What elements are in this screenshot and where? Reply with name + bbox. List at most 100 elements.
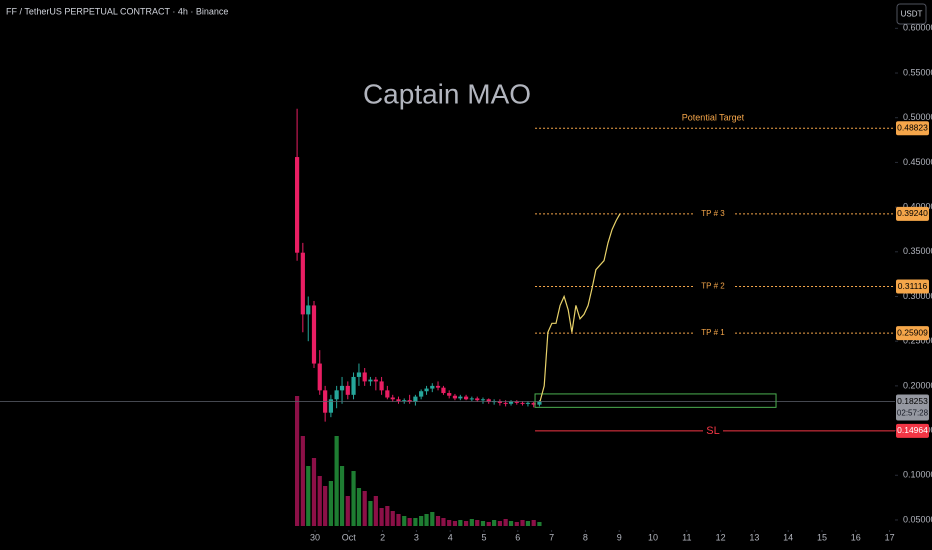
x-tick-label: 16 (851, 532, 861, 542)
volume-bar (317, 476, 322, 526)
volume-bar (492, 520, 497, 526)
volume-bar (447, 520, 452, 526)
level-label: TP # 1 (701, 328, 725, 337)
volume-bar (413, 518, 418, 526)
candle-body (452, 395, 458, 399)
candle-body (368, 379, 373, 382)
volume-bar (503, 519, 508, 526)
level-label-bg (693, 280, 733, 293)
candle-body (356, 372, 362, 377)
level-label: SL (706, 425, 719, 437)
y-tick-label: 0.05000 (903, 514, 932, 524)
volume-bar (402, 516, 407, 526)
volume-bar (362, 491, 367, 526)
level-price-tag (896, 326, 929, 341)
candle-body (419, 391, 424, 397)
x-tick-label: 15 (817, 532, 827, 542)
candle-body (345, 385, 350, 395)
volume-bar (441, 518, 446, 526)
currency-button[interactable]: USDT (896, 3, 927, 25)
watermark-title: Captain MAO (363, 78, 531, 109)
candle-body (435, 385, 441, 388)
x-tick-label: 11 (682, 532, 691, 542)
volume-bar (356, 488, 362, 526)
volume-bar (497, 521, 502, 526)
candle-body (311, 305, 317, 364)
candle-body (486, 399, 491, 402)
volume-bar (486, 522, 491, 526)
volume-bar (385, 506, 390, 526)
x-tick-label: 6 (515, 532, 520, 542)
x-tick-label: 13 (749, 532, 759, 542)
candle-body (458, 396, 463, 399)
volume-bar (351, 471, 356, 526)
candle-body (317, 363, 322, 391)
volume-bar (480, 521, 486, 526)
candle-body (339, 385, 345, 391)
volume-bar (525, 521, 531, 526)
volume-bar (469, 519, 474, 526)
level-price-tag (896, 279, 929, 294)
volume-bar (294, 396, 300, 526)
volume-bar (328, 481, 333, 526)
candle-body (396, 399, 401, 402)
candle-body (407, 400, 412, 402)
candle-body (351, 376, 356, 395)
level-label-bg (693, 207, 733, 220)
candle-body (424, 388, 429, 392)
candle-body (300, 252, 305, 315)
volume-bar (379, 508, 384, 526)
volume-bar (424, 514, 429, 526)
candle-body (469, 398, 474, 400)
projection-line (539, 213, 621, 402)
volume-bar (531, 520, 536, 526)
candle-body (508, 401, 514, 404)
candle-body (328, 399, 333, 413)
volume-bar (300, 436, 305, 526)
volume-bar (390, 511, 395, 526)
x-tick-label: 3 (414, 532, 419, 542)
x-tick-label: 14 (783, 532, 793, 542)
level-price-tag (896, 206, 929, 221)
volume-bar (430, 512, 435, 526)
volume-bar (458, 520, 463, 526)
candle-body (475, 398, 480, 401)
x-tick-label: 5 (481, 532, 486, 542)
level-label-bg (703, 424, 723, 437)
volume-bar (339, 466, 345, 526)
currency-button-label[interactable]: USDT (901, 10, 923, 19)
candle-body (306, 305, 311, 315)
level-price-tag (896, 423, 929, 438)
candle-body (497, 401, 502, 403)
level-label: TP # 3 (701, 209, 725, 218)
x-tick-label: 4 (448, 532, 453, 542)
level-label-bg (693, 327, 733, 340)
level-label: Potential Target (682, 113, 745, 123)
candle-body (390, 397, 395, 400)
volume-bar (475, 520, 480, 526)
volume-bar (306, 466, 311, 526)
x-tick-label: 10 (648, 532, 658, 542)
candle-body (514, 401, 519, 403)
x-tick-label: 2 (380, 532, 385, 542)
volume-bar (520, 520, 525, 526)
level-price-label: 0.48823 (897, 122, 928, 132)
volume-bar (537, 522, 542, 526)
candle-body (520, 402, 525, 404)
volume-bar (345, 496, 350, 526)
candle-body (480, 399, 486, 401)
level-price-label: 0.25909 (897, 327, 928, 337)
symbol-header: FF / TetherUS PERPETUAL CONTRACT · 4h · … (6, 6, 228, 16)
currency-button-frame[interactable] (896, 3, 927, 25)
x-tick-label: 7 (549, 532, 554, 542)
volume-bar (419, 516, 424, 526)
candle-body (430, 385, 435, 389)
plot-layer: Potential Target TP # 3 TP # 2 TP # 1 SL (0, 108, 895, 526)
candle-body (503, 402, 508, 404)
